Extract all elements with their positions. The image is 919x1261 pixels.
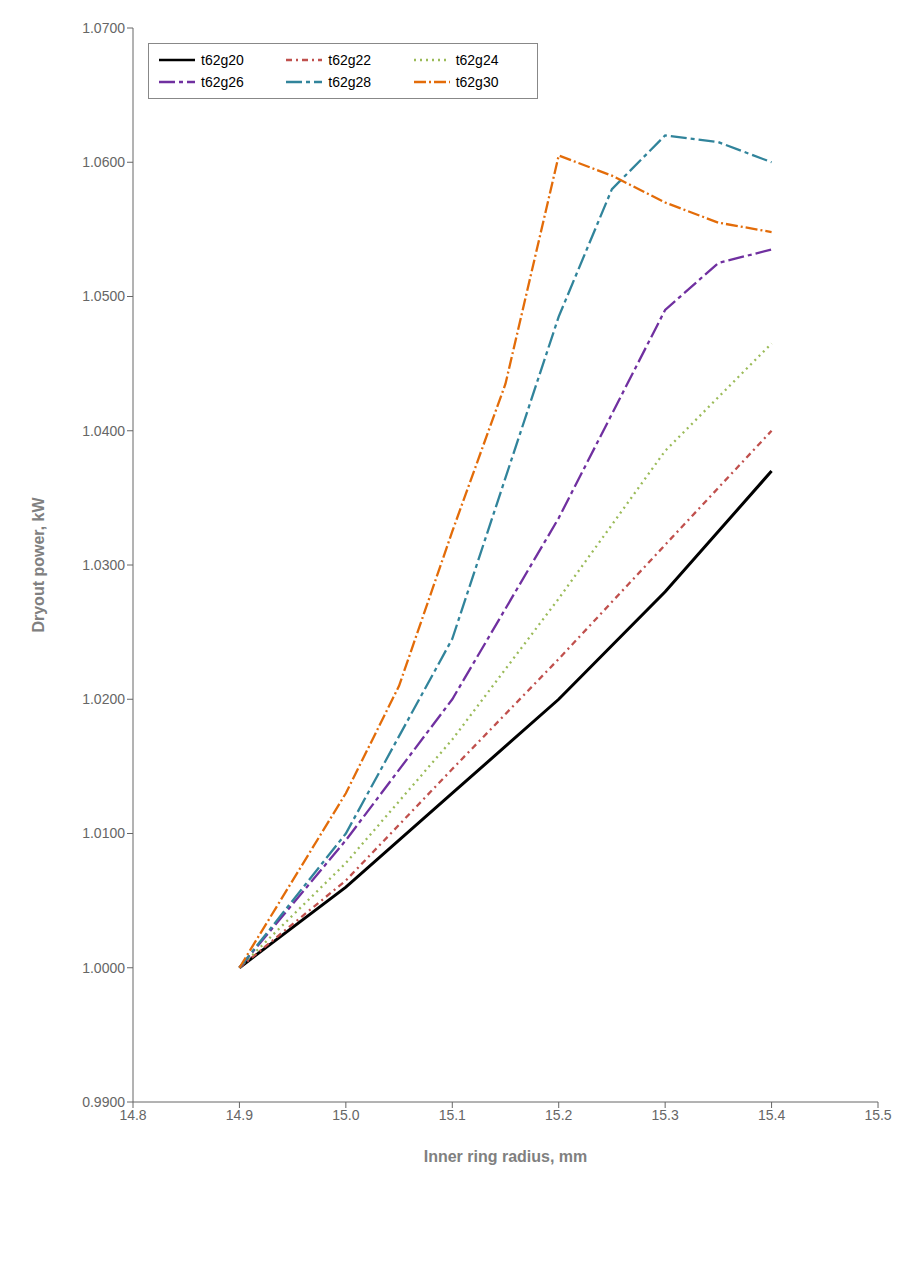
svg-text:1.0500: 1.0500 — [82, 288, 125, 304]
svg-text:1.0300: 1.0300 — [82, 557, 125, 573]
svg-text:14.8: 14.8 — [119, 1106, 147, 1123]
svg-text:15.4: 15.4 — [758, 1107, 785, 1123]
html-text:t62g22: t62g22 — [328, 52, 372, 68]
svg-text:1.0600: 1.0600 — [82, 154, 125, 170]
html-text:t62g20: t62g20 — [201, 52, 244, 68]
svg-text:15.3: 15.3 — [652, 1107, 679, 1123]
svg-text:15.2: 15.2 — [545, 1107, 572, 1123]
svg-text:0.9900: 0.9900 — [82, 1094, 125, 1110]
svg-text:1.0400: 1.0400 — [82, 423, 125, 439]
html-text:t62g24: t62g24 — [455, 52, 499, 68]
svg-text:1.0000: 1.0000 — [82, 960, 125, 976]
svg-text:1.0200: 1.0200 — [82, 691, 125, 707]
svg-text:14.9: 14.9 — [226, 1107, 253, 1123]
html-text:t62g26: t62g26 — [201, 74, 244, 90]
svg-text:Dryout power, kW: Dryout power, kW — [30, 497, 47, 633]
svg-text:1.0100: 1.0100 — [82, 825, 125, 841]
svg-text:1.0700: 1.0700 — [82, 20, 125, 36]
svg-text:15.1: 15.1 — [439, 1107, 466, 1123]
html-text:t62g28: t62g28 — [328, 74, 372, 90]
html-text:t62g30: t62g30 — [455, 74, 499, 90]
svg-text:15.0: 15.0 — [332, 1107, 359, 1123]
svg-text:Inner ring radius, mm: Inner ring radius, mm — [424, 1148, 588, 1165]
svg-text:15.5: 15.5 — [864, 1107, 891, 1123]
